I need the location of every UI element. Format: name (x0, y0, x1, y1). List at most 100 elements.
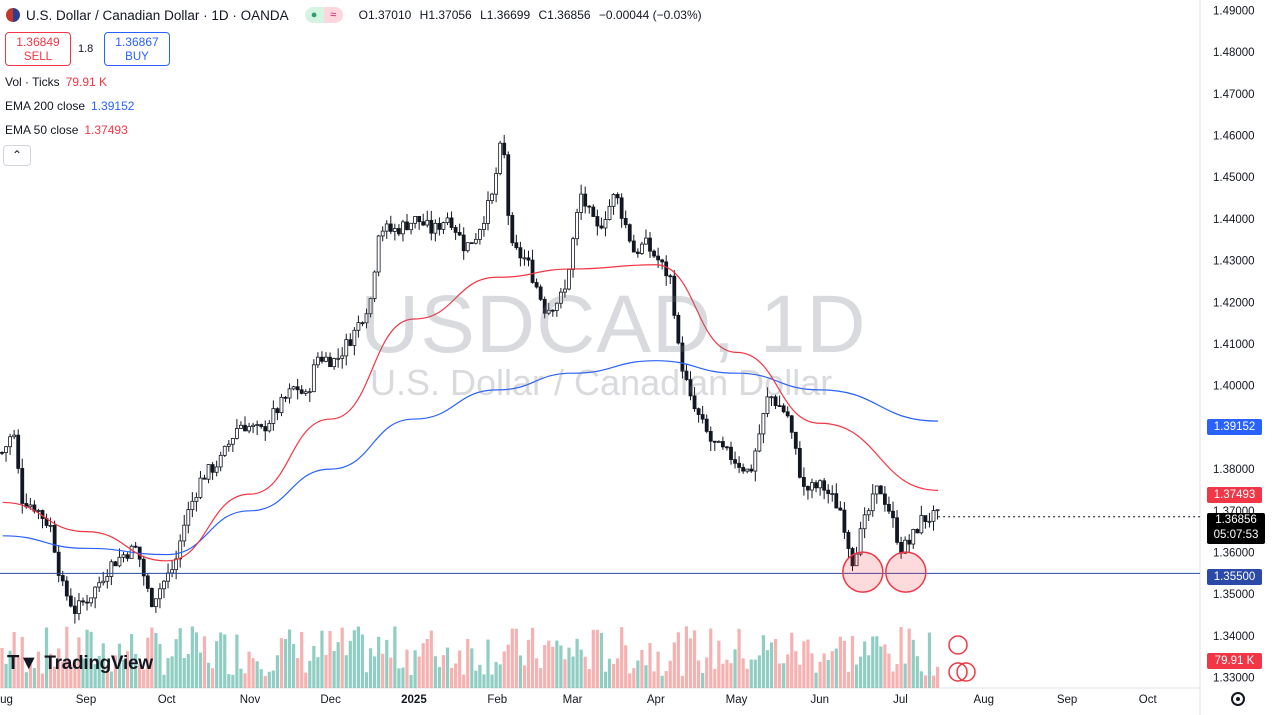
candle-up (769, 396, 774, 399)
collapse-legend-button[interactable]: ⌃ (3, 145, 31, 166)
x-tick-label: Oct (1139, 694, 1158, 706)
candle-down (514, 242, 519, 249)
ca-event-flag-icon (956, 662, 976, 682)
symbol-title[interactable]: U.S. Dollar / Canadian Dollar · 1D · OAN… (26, 7, 289, 23)
candle-down (895, 517, 899, 543)
sell-button[interactable]: 1.36849 SELL (5, 32, 71, 66)
volume-bar (680, 675, 684, 688)
volume-bar (717, 640, 721, 688)
volume-bar (806, 639, 810, 688)
ohlc-readout: O1.37010 H1.37056 L1.36699 C1.36856 −0.0… (358, 8, 702, 22)
buy-button[interactable]: 1.36867 BUY (104, 32, 170, 66)
volume-bar (567, 647, 571, 688)
support-price-label: 1.35500 (1207, 569, 1262, 585)
volume-bar (304, 672, 308, 688)
candle-down (700, 414, 705, 420)
candle-down (73, 605, 77, 614)
candle-up (336, 357, 341, 360)
volume-bar (77, 637, 81, 688)
change-value: −0.00044 (−0.03%) (598, 8, 702, 22)
volume-bar (12, 632, 16, 688)
volume-bar (769, 642, 774, 688)
candle-down (538, 286, 543, 300)
candle-up (761, 413, 766, 435)
candle-down (797, 447, 802, 478)
legend-volume[interactable]: Vol · Ticks 79.91 K (5, 75, 108, 89)
volume-bar (846, 671, 851, 688)
volume-bar (377, 636, 381, 688)
candle-up (279, 396, 284, 414)
candle-up (101, 580, 106, 584)
candle-down (652, 250, 656, 257)
volume-bar (518, 655, 522, 688)
volume-bar (490, 674, 494, 688)
x-tick-label: Nov (240, 694, 261, 706)
volume-bar (409, 674, 413, 688)
volume-bar (871, 636, 875, 688)
y-tick-label: 1.47000 (1213, 89, 1255, 101)
candle-up (28, 504, 33, 508)
x-tick-label: Jun (811, 694, 830, 706)
volume-bar (405, 649, 409, 688)
volume-bar (478, 664, 482, 688)
volume-bar (733, 649, 737, 688)
candle-down (668, 275, 673, 278)
volume-bar (138, 664, 142, 688)
candle-up (251, 424, 256, 427)
volume-bar (344, 655, 348, 688)
volume-bar (239, 668, 243, 688)
legend-ema50[interactable]: EMA 50 close 1.37493 (5, 123, 128, 137)
x-tick-label: Feb (487, 694, 507, 706)
candle-up (194, 497, 199, 502)
candle-down (518, 247, 523, 259)
candle-down (672, 275, 677, 316)
volume-bar (535, 658, 539, 688)
spread-value: 1.8 (78, 43, 94, 55)
volume-bar (320, 630, 324, 688)
candle-down (777, 405, 782, 408)
volume-bar (640, 649, 644, 688)
usd-cad-flag-icon (6, 8, 20, 22)
candle-down (295, 386, 300, 391)
legend-ema200[interactable]: EMA 200 close 1.39152 (5, 99, 135, 113)
volume-bar (790, 632, 794, 688)
volume-bar (814, 672, 818, 688)
candle-up (332, 358, 337, 368)
volume-bar (158, 643, 162, 688)
candle-up (522, 257, 527, 260)
x-tick-label: May (726, 694, 748, 706)
candle-down (785, 411, 790, 417)
candle-up (368, 298, 373, 315)
volume-bar (267, 671, 271, 688)
volume-bar (470, 648, 474, 688)
candle-down (887, 504, 891, 512)
volume-bar (397, 668, 401, 688)
candle-up (162, 580, 166, 590)
volume-bar (81, 658, 85, 688)
volume-bar (368, 648, 373, 688)
candle-down (56, 551, 61, 576)
volume-bar (445, 647, 450, 688)
volume-bar (28, 664, 32, 688)
volume-bar (458, 650, 462, 688)
volume-bar (636, 660, 640, 688)
volume-bar (271, 670, 275, 688)
candle-down (591, 206, 596, 217)
candle-down (449, 217, 454, 228)
volume-bar (211, 668, 215, 688)
volume-bar (563, 659, 567, 688)
candle-down (283, 396, 288, 399)
volume-bar (324, 654, 328, 688)
candle-up (166, 572, 170, 582)
market-status-pill[interactable]: ● ≈ (304, 7, 343, 23)
volume-bar (927, 632, 932, 688)
candle-up (473, 238, 478, 244)
volume-bar (117, 643, 122, 688)
volume-bar (255, 661, 259, 688)
volume-bar (863, 641, 867, 688)
settings-gear-icon[interactable] (1231, 692, 1245, 706)
candle-up (441, 222, 446, 230)
candle-up (818, 480, 822, 489)
candle-up (753, 450, 758, 472)
